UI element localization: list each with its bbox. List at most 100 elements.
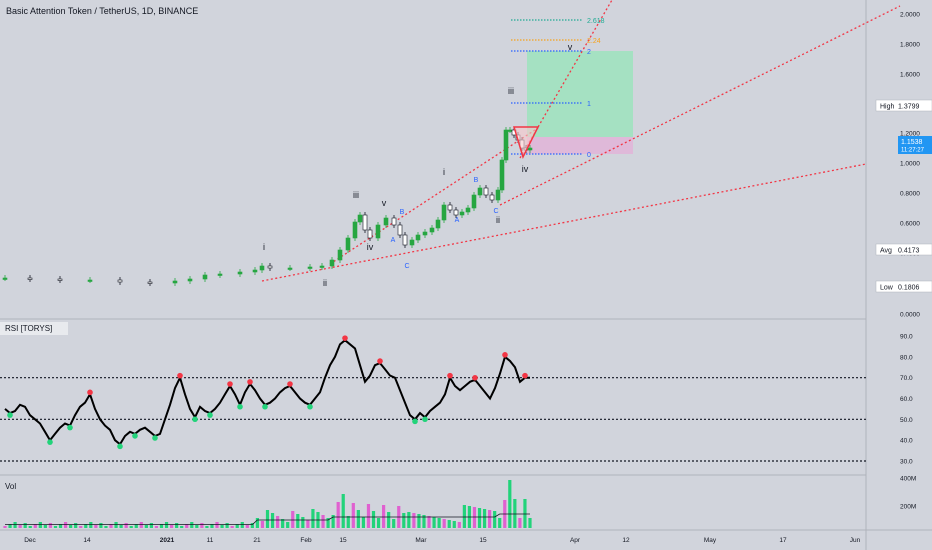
trendline-2[interactable] xyxy=(329,127,539,265)
candle xyxy=(307,266,313,269)
rsi-peak-marker xyxy=(247,379,253,385)
volume-bar xyxy=(210,524,214,528)
rsi-peak-marker xyxy=(227,381,233,387)
rsi-peak-marker xyxy=(472,374,478,381)
low-label: Low xyxy=(880,285,894,292)
volume-bar xyxy=(422,515,426,528)
volume-bar xyxy=(336,502,340,528)
volume-bar xyxy=(169,525,174,528)
high-flag xyxy=(875,99,932,112)
price-tick-label: 1.6000 xyxy=(900,72,920,79)
trendlines[interactable] xyxy=(261,0,901,282)
candle xyxy=(453,209,459,216)
rsi-markers xyxy=(7,335,528,450)
rsi-peak-marker xyxy=(287,381,293,387)
wave-label: C xyxy=(404,263,409,270)
triangle-pattern[interactable] xyxy=(512,126,540,160)
candle xyxy=(319,265,325,268)
candle xyxy=(352,221,358,239)
rsi-tick-label: 50.0 xyxy=(900,417,913,424)
volume-bar xyxy=(432,517,436,528)
volume-bar xyxy=(260,521,265,528)
volume-bar xyxy=(402,513,406,528)
volume-bar xyxy=(84,524,88,528)
volume-bar xyxy=(265,510,270,528)
volume-bar xyxy=(462,505,466,528)
candle xyxy=(87,279,93,282)
wave-label: A xyxy=(391,237,396,244)
volume-bar xyxy=(518,518,522,528)
rsi-peak-marker xyxy=(342,335,348,341)
volume-bar xyxy=(250,523,254,528)
volume-tick-label: 200M xyxy=(900,504,916,511)
volume-bar xyxy=(366,504,371,528)
wave-label: ii xyxy=(496,215,500,225)
volume-bar xyxy=(195,525,199,528)
avg-flag xyxy=(875,243,932,256)
high-value: 1.3799 xyxy=(898,104,920,111)
volume-bar xyxy=(99,523,103,528)
candle xyxy=(147,281,153,284)
rsi-trough-marker xyxy=(132,433,138,439)
volume-bar xyxy=(48,523,53,528)
wave-label: C xyxy=(493,208,498,215)
rsi-trough-marker xyxy=(307,403,313,410)
volume-bar xyxy=(43,525,47,528)
volume-bar xyxy=(417,514,421,528)
candle xyxy=(397,224,403,236)
fib-level-label: 2.24 xyxy=(587,38,601,45)
chart-title: Basic Attention Token / TetherUS, 1D, BI… xyxy=(6,6,198,16)
volume-bar xyxy=(149,523,153,528)
time-tick-label: 2021 xyxy=(160,537,175,544)
rsi-peak-marker xyxy=(447,372,453,379)
rsi-peak-marker xyxy=(377,358,383,364)
price-tick-label: 0.6000 xyxy=(900,221,920,228)
rsi-peak-marker xyxy=(177,372,183,379)
time-tick-label: 15 xyxy=(339,537,347,544)
volume-bar xyxy=(104,526,108,528)
candle xyxy=(267,265,273,269)
rsi-trough-marker xyxy=(47,439,53,445)
volume-bar xyxy=(94,525,98,528)
rsi-trough-marker xyxy=(237,403,243,410)
volume-bar xyxy=(447,520,451,528)
volume-bar xyxy=(296,514,300,528)
volume-bar xyxy=(457,522,461,528)
wave-label: iv xyxy=(522,164,529,174)
volume-pane[interactable]: Vol 400M 200M xyxy=(3,476,916,529)
volume-bar xyxy=(311,509,315,528)
wave-label: ii xyxy=(323,278,327,288)
candle xyxy=(237,271,243,275)
volume-bar xyxy=(513,499,517,528)
volume-bar xyxy=(129,526,133,528)
rsi-trough-marker xyxy=(117,443,123,450)
time-tick-label: 15 xyxy=(479,537,487,544)
candle xyxy=(447,204,453,211)
wave-label: v xyxy=(568,42,573,52)
trendline-4[interactable] xyxy=(519,0,613,159)
volume-bar xyxy=(109,524,113,528)
wave-label: A xyxy=(455,217,460,224)
trendline-1[interactable] xyxy=(261,163,867,282)
time-tick-label: 21 xyxy=(253,537,261,544)
rsi-trough-marker xyxy=(262,403,268,410)
target-zone xyxy=(527,51,633,137)
volume-bar xyxy=(79,526,83,528)
time-tick-label: 11 xyxy=(207,537,214,544)
time-tick-label: 17 xyxy=(779,537,787,544)
volume-bar xyxy=(498,518,502,528)
volume-bar xyxy=(134,524,138,528)
low-flag xyxy=(875,280,932,293)
volume-bar xyxy=(306,520,310,528)
volume-bar xyxy=(180,526,184,528)
price-tick-label: 0.0000 xyxy=(900,312,920,319)
rsi-tick-label: 80.0 xyxy=(900,354,913,361)
price-tick-label: 2.0000 xyxy=(900,12,920,19)
time-axis[interactable]: Dec 14 2021 11 21 Feb 15 Mar 15 Apr 12 May 17 Jun xyxy=(24,537,860,544)
volume-bar xyxy=(392,519,396,528)
rsi-pane[interactable]: RSI [TORYS] 90.0 80.0 70.0 60.0 50.0 40.0 30.0 xyxy=(0,322,913,466)
time-tick-label: Jun xyxy=(850,537,861,544)
volume-bars xyxy=(3,480,532,528)
wave-label: i xyxy=(443,167,445,177)
